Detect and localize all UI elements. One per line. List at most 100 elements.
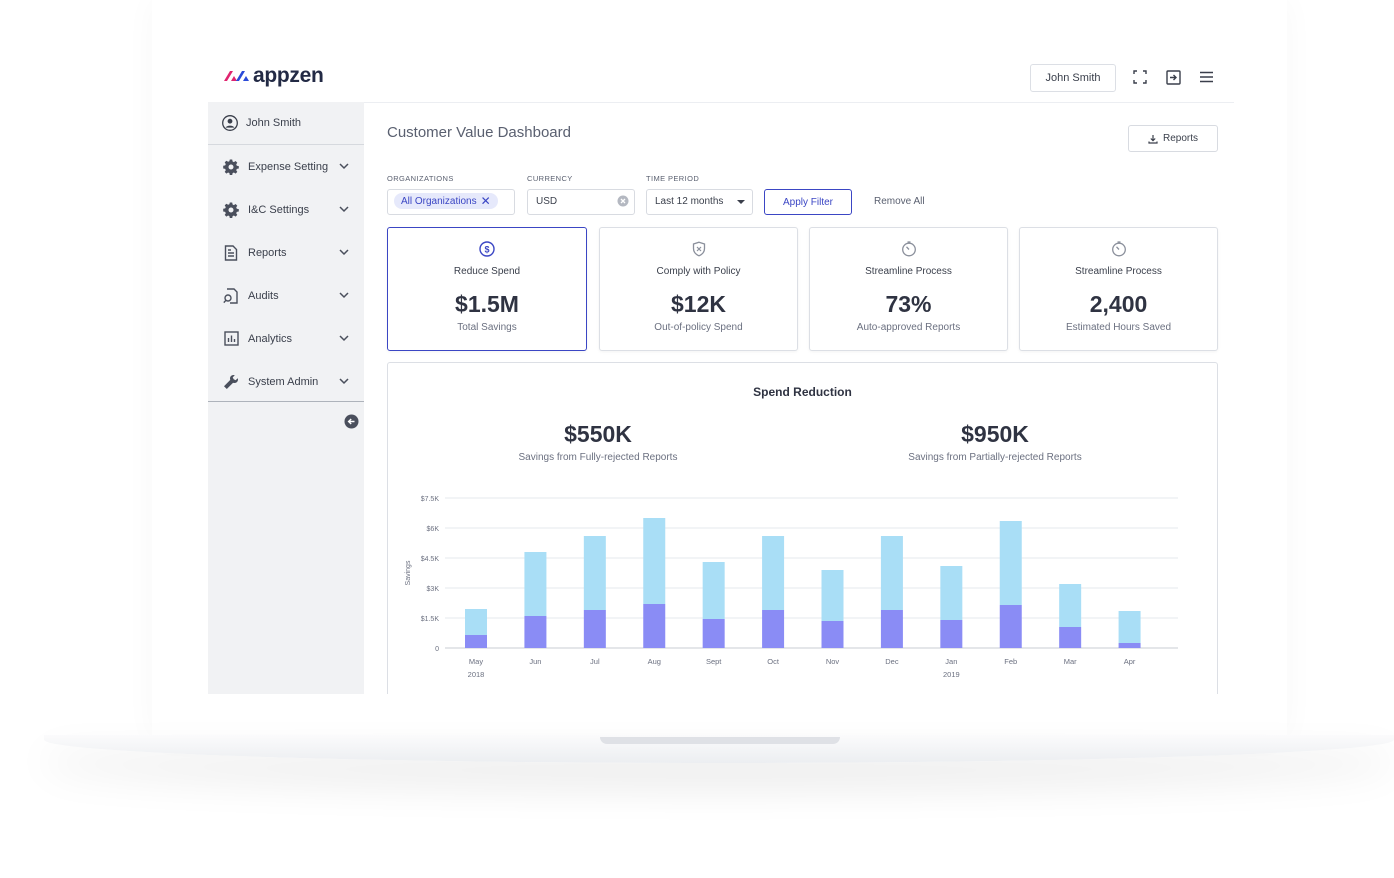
reports-button-label: Reports [1162, 133, 1198, 144]
sidebar-item-label: I&C Settings [248, 203, 310, 216]
chevron-down-icon[interactable] [338, 160, 350, 172]
bar-segment [821, 570, 844, 621]
reports-download-button[interactable]: Reports [1128, 125, 1218, 152]
bar-segment [465, 609, 487, 635]
bar-segment [999, 521, 1022, 605]
sidebar-item-label: System Admin [248, 375, 319, 388]
bar-segment [643, 518, 666, 604]
x-tick-sublabel: 2019 [943, 670, 960, 679]
bar-segment [583, 610, 606, 648]
time-period-label: TIME PERIOD [646, 174, 700, 183]
x-tick-label: Nov [826, 657, 840, 666]
sidebar: John Smith Expense Setting I&C Settings [208, 102, 364, 694]
user-avatar-icon [222, 115, 238, 131]
sidebar-item-label: Analytics [248, 332, 293, 345]
x-tick-label: Oct [767, 657, 780, 666]
y-axis-label: Savings [405, 560, 412, 585]
currency-value: USD [536, 196, 558, 207]
shield-icon [692, 241, 705, 257]
logo[interactable]: appzen [222, 64, 324, 88]
sidebar-item-label: Expense Setting [248, 160, 329, 173]
x-tick-label: Jun [529, 657, 541, 666]
sidebar-item-ic-settings[interactable]: I&C Settings [208, 188, 364, 231]
collapse-sidebar-icon[interactable] [344, 414, 359, 429]
x-tick-sublabel: 2018 [468, 670, 485, 679]
chevron-down-icon[interactable] [338, 375, 350, 387]
card-value: 2,400 [1089, 291, 1148, 317]
wrench-icon [222, 373, 240, 391]
svg-text:$: $ [484, 244, 489, 254]
time-period-select[interactable]: Last 12 months [646, 189, 753, 215]
sidebar-divider [208, 401, 364, 402]
card-subtitle: Auto-approved Reports [856, 322, 961, 333]
chevron-down-icon[interactable] [338, 203, 350, 215]
x-tick-label: Feb [1004, 657, 1017, 666]
card-subtitle: Estimated Hours Saved [1065, 322, 1172, 333]
top-bar: appzen John Smith [208, 52, 1234, 103]
sidebar-item-analytics[interactable]: Analytics [208, 317, 364, 360]
time-period-value: Last 12 months [655, 196, 724, 207]
bar-segment [524, 616, 547, 648]
clear-icon[interactable] [617, 195, 629, 207]
x-tick-label: Sept [706, 657, 722, 666]
bar-segment [999, 605, 1022, 648]
timer-icon [901, 241, 916, 257]
user-menu-button[interactable]: John Smith [1030, 64, 1116, 92]
gear-icon [222, 201, 240, 219]
card-value: $1.5M [455, 291, 519, 317]
card-streamline-process-approved[interactable]: Streamline Process 73% Auto-approved Rep… [809, 227, 1008, 351]
x-tick-label: Jul [590, 657, 600, 666]
remove-all-link[interactable]: Remove All [874, 196, 925, 207]
card-comply-with-policy[interactable]: Comply with Policy $12K Out-of-policy Sp… [599, 227, 798, 351]
download-icon [1148, 134, 1158, 144]
card-value: 73% [885, 291, 932, 317]
bar-segment [762, 536, 785, 610]
y-tick-label: $1.5K [421, 616, 440, 623]
sidebar-item-system-admin[interactable]: System Admin [208, 360, 364, 403]
apply-filter-button[interactable]: Apply Filter [764, 189, 852, 215]
bar-segment [465, 635, 487, 648]
bar-segment [1059, 584, 1082, 627]
card-title: Comply with Policy [656, 266, 741, 277]
chevron-down-icon[interactable] [338, 246, 350, 258]
y-tick-label: $7.5K [421, 496, 440, 503]
organization-chip-label: All Organizations [401, 195, 477, 207]
stat-fully-rejected: $550K Savings from Fully-rejected Report… [448, 421, 748, 463]
caret-down-icon [737, 200, 745, 204]
currency-label: CURRENCY [527, 174, 573, 183]
x-tick-label: Dec [885, 657, 899, 666]
x-tick-label: Apr [1124, 657, 1136, 666]
page-title: Customer Value Dashboard [387, 124, 571, 141]
bar-segment [1118, 611, 1141, 643]
y-tick-label: $3K [427, 586, 440, 593]
bar-segment [940, 566, 963, 620]
bar-segment [1059, 627, 1082, 648]
bar-segment [702, 562, 725, 619]
card-value: $12K [671, 291, 726, 317]
app-screen: appzen John Smith Joh [208, 52, 1234, 694]
sidebar-item-reports[interactable]: Reports [208, 231, 364, 274]
y-tick-label: $6K [427, 526, 440, 533]
sidebar-item-audits[interactable]: Audits [208, 274, 364, 317]
chevron-down-icon[interactable] [338, 332, 350, 344]
card-streamline-process-hours[interactable]: Streamline Process 2,400 Estimated Hours… [1019, 227, 1218, 351]
dollar-circle-icon: $ [479, 241, 495, 257]
organizations-select[interactable]: All Organizations ✕ [387, 189, 515, 215]
sidebar-user[interactable]: John Smith [208, 102, 364, 145]
bar-segment [702, 619, 725, 648]
close-icon[interactable]: ✕ [480, 194, 491, 208]
logout-icon[interactable] [1164, 68, 1182, 86]
organization-chip[interactable]: All Organizations ✕ [394, 193, 498, 209]
fullscreen-icon[interactable] [1131, 68, 1149, 86]
currency-select[interactable]: USD [527, 189, 635, 215]
chevron-down-icon[interactable] [338, 289, 350, 301]
sidebar-item-expense-setting[interactable]: Expense Setting [208, 145, 364, 188]
organizations-label: ORGANIZATIONS [387, 174, 454, 183]
hamburger-menu-icon[interactable] [1197, 68, 1215, 86]
card-reduce-spend[interactable]: $ Reduce Spend $1.5M Total Savings [387, 227, 587, 351]
spend-reduction-panel: Spend Reduction $550K Savings from Fully… [387, 362, 1218, 694]
y-tick-label: $4.5K [421, 556, 440, 563]
y-tick-label: 0 [435, 646, 439, 653]
stat-value: $950K [961, 421, 1029, 447]
x-tick-label: May [469, 657, 483, 666]
